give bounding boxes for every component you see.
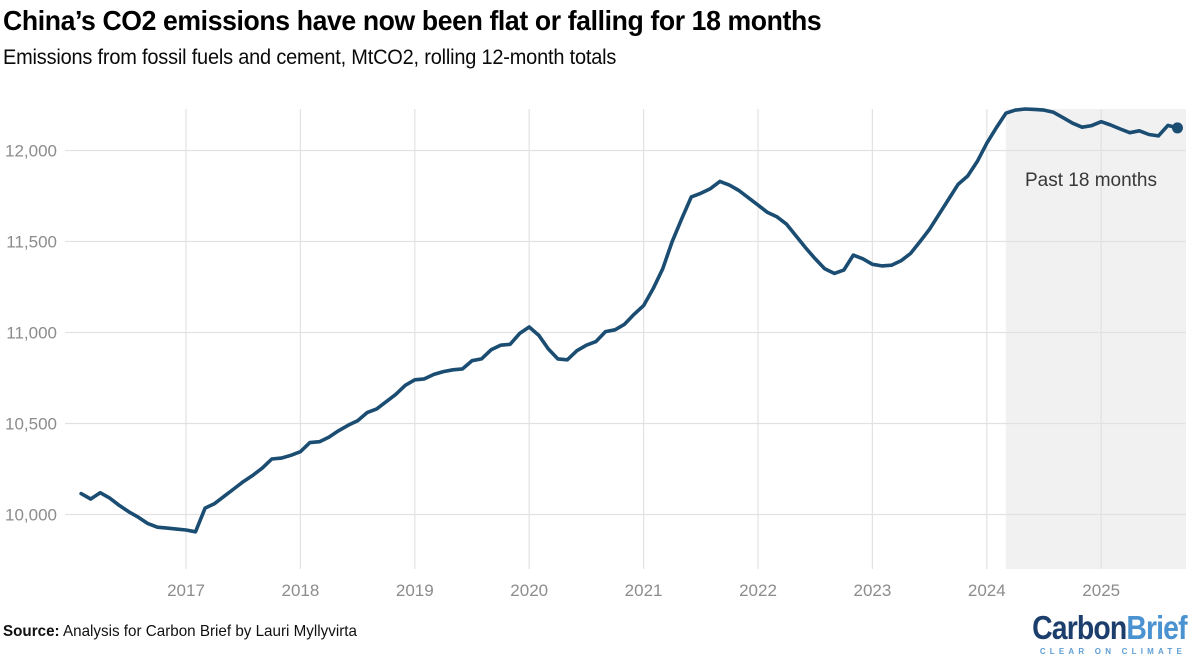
logo-brief: Brief	[1126, 609, 1188, 646]
x-axis-tick-label: 2019	[396, 581, 434, 600]
x-axis-tick-label: 2021	[625, 581, 663, 600]
y-axis-tick-label: 10,500	[5, 415, 57, 434]
logo-carbon: Carbon	[1032, 609, 1127, 646]
x-axis-tick-label: 2020	[510, 581, 548, 600]
y-axis-tick-label: 11,000	[6, 324, 57, 343]
x-axis-tick-label: 2017	[167, 581, 205, 600]
chart-subtitle: Emissions from fossil fuels and cement, …	[3, 46, 617, 69]
x-axis-tick-label: 2023	[853, 581, 891, 600]
page-title: China’s CO2 emissions have now been flat…	[3, 5, 822, 36]
region-annotation-label: Past 18 months	[1024, 170, 1158, 191]
y-axis-tick-label: 10,000	[5, 506, 57, 525]
source-text: Analysis for Carbon Brief by Lauri Mylly…	[59, 623, 357, 640]
x-axis-tick-label: 2022	[739, 581, 777, 600]
source-line: Source: Analysis for Carbon Brief by Lau…	[3, 623, 357, 641]
emissions-line	[79, 107, 1180, 534]
y-axis-tick-label: 12,000	[5, 142, 57, 161]
source-label: Source:	[3, 623, 60, 640]
carbonbrief-logo: CarbonBrief CLEAR ON CLIMATE	[1007, 611, 1187, 656]
end-point-marker	[1171, 122, 1183, 134]
x-axis-tick-label: 2025	[1082, 581, 1120, 600]
x-axis-tick-label: 2018	[281, 581, 319, 600]
logo-tagline: CLEAR ON CLIMATE	[1039, 647, 1186, 656]
highlight-region	[1005, 109, 1186, 569]
x-axis-tick-label: 2024	[968, 581, 1006, 600]
y-axis-tick-label: 11,500	[6, 233, 57, 252]
logo-wordmark: CarbonBrief	[1032, 611, 1187, 644]
